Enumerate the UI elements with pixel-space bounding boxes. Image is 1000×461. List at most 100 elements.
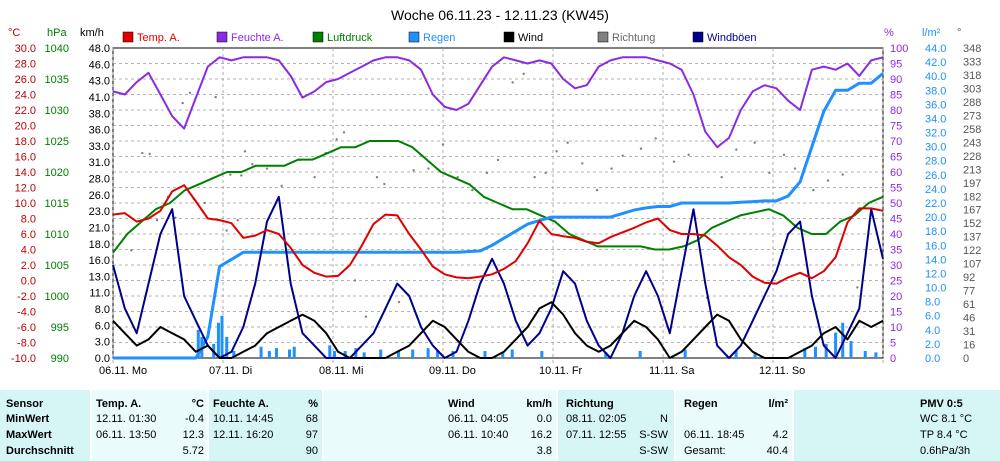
hum-tick: 10: [890, 322, 902, 334]
wind-tick: 48.0: [89, 43, 110, 55]
x-axis-labels: 06.11. Mo 07.11. Di 08.11. Mi 09.11. Do 10.1…: [99, 365, 805, 377]
direction-point: [555, 150, 558, 153]
rain-tick: 30.0: [925, 142, 946, 154]
rain-bar: [225, 336, 229, 358]
rain-tick: 0.0: [925, 353, 940, 365]
legend-label: Feuchte A.: [231, 32, 284, 44]
direction-point: [225, 229, 228, 232]
rain-bar: [379, 349, 383, 358]
table-panel: [209, 390, 322, 461]
direction-point: [672, 160, 676, 163]
temp-tick: 24.0: [15, 90, 36, 102]
hum-tick: 85: [890, 90, 902, 102]
x-tick-label: 08.11. Mi: [319, 365, 363, 377]
legend-swatch: [216, 31, 228, 43]
direction-point: [610, 167, 613, 170]
chart-title: Woche 06.11.23 - 12.11.23 (KW45): [391, 7, 609, 23]
direction-point: [826, 179, 830, 182]
hum-tick: 70: [890, 136, 902, 148]
direction-point: [511, 81, 514, 84]
rain-bar: [328, 345, 332, 358]
rain-bar: [841, 322, 845, 358]
x-tick-label: 10.11. Fr: [539, 365, 583, 377]
rain-bar: [220, 315, 224, 358]
dir-value: S-SW: [639, 429, 668, 441]
header-temp: Temp. A.: [96, 398, 142, 410]
wind-tick: 18.0: [89, 239, 110, 251]
temp-tick: 14.0: [15, 167, 36, 179]
direction-point: [141, 151, 144, 155]
temp-tick: 8.0: [21, 214, 36, 226]
rain-tick: 40.0: [925, 71, 946, 83]
rain-bar: [274, 348, 278, 358]
legend-swatch: [503, 31, 515, 43]
wind-tick: 43.0: [89, 76, 110, 88]
grid: [112, 47, 884, 364]
hum-value: 68: [305, 413, 318, 425]
humidity-line: [112, 56, 884, 149]
temp-unit: °C: [8, 27, 20, 39]
rain-tick: 18.0: [925, 226, 946, 238]
dir-tick: 92: [963, 272, 975, 284]
legend-label: Richtung: [612, 32, 655, 44]
temp-tick: -4.0: [17, 307, 36, 319]
temp-tick: 26.0: [15, 74, 36, 86]
temp-tick: 20.0: [15, 121, 36, 133]
rain-bar: [813, 346, 817, 358]
pmv-value: TP 8.4 °C: [920, 429, 968, 441]
table-panel: [794, 390, 1000, 461]
press-tick: 990: [51, 353, 69, 365]
wind-tick: 23.0: [89, 206, 110, 218]
rain-bar: [292, 346, 296, 358]
press-tick: 1015: [45, 198, 69, 210]
direction-point: [229, 173, 232, 176]
dir-tick: 318: [963, 70, 981, 82]
press-tick: 1030: [45, 105, 69, 117]
temp-tick: 30.0: [15, 43, 36, 55]
row-label: Durchschnitt: [6, 445, 74, 457]
x-tick-label: 12.11. So: [759, 365, 805, 377]
wind-tick: 16.0: [89, 255, 110, 267]
direction-point: [214, 95, 217, 99]
wind-tick: 33.0: [89, 141, 110, 153]
x-tick-label: 07.11. Di: [209, 365, 252, 377]
dir-tick: 243: [963, 137, 981, 149]
legend-swatch: [692, 31, 704, 43]
rain-bar: [333, 350, 337, 358]
direction-point: [793, 167, 797, 170]
rain-tick: 2.0: [925, 339, 940, 351]
pmv-value: WC 8.1 °C: [920, 413, 973, 425]
wind-time: 06.11. 04:05: [448, 413, 509, 425]
dir-value: S-SW: [639, 445, 668, 457]
direction-point: [856, 286, 859, 289]
direction-point: [383, 182, 386, 186]
header-dir: Richtung: [566, 398, 614, 410]
dir-tick: 167: [963, 205, 981, 217]
temp-value: 5.72: [182, 445, 204, 457]
legend-swatch: [408, 31, 420, 43]
rain-tick: 24.0: [925, 184, 946, 196]
rain-time: 06.11. 18:45: [684, 429, 745, 441]
rain-bar: [753, 352, 757, 358]
rain-tick: 34.0: [925, 113, 946, 125]
wind-line: [112, 301, 884, 359]
rain-bar: [834, 332, 838, 358]
rain-tick: 14.0: [925, 254, 946, 266]
wind-unit: km/h: [80, 27, 104, 39]
rain-tick: 38.0: [925, 85, 946, 97]
wind-tick: 3.0: [95, 337, 110, 349]
rain-bar: [803, 348, 807, 358]
rain-bar: [863, 350, 867, 358]
wind-tick: 46.0: [89, 59, 110, 71]
row-label: MaxWert: [6, 429, 52, 441]
x-tick-label: 09.11. Do: [429, 365, 476, 377]
dir-tick: 137: [963, 232, 981, 244]
direction-point: [181, 101, 184, 105]
rain-time: Gesamt:: [684, 445, 726, 457]
direction-point: [639, 147, 643, 150]
press-tick: 1005: [45, 260, 69, 272]
direction-point: [471, 188, 474, 192]
direction-point: [174, 216, 177, 219]
table-panel: [558, 390, 674, 461]
press-unit: hPa: [47, 27, 67, 39]
